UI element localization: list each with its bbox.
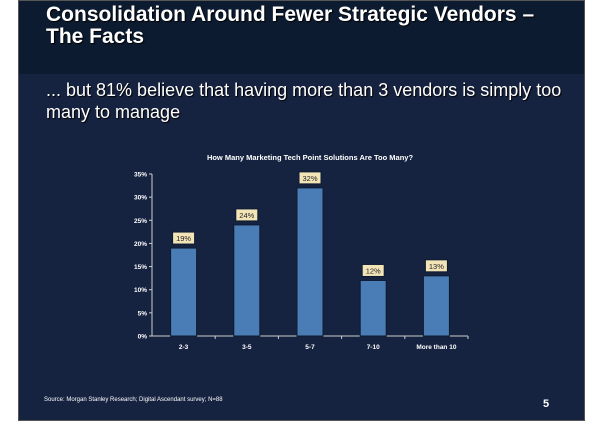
bar <box>170 247 198 337</box>
y-tick-label: 0% <box>138 334 148 341</box>
bar <box>359 279 387 337</box>
y-tick-label: 30% <box>134 195 147 202</box>
data-label: 13% <box>429 262 444 271</box>
page-number: 5 <box>543 398 550 410</box>
data-label: 19% <box>176 234 191 243</box>
y-tick-label: 10% <box>134 287 147 294</box>
x-tick-label: 7-10 <box>367 344 380 351</box>
data-label: 24% <box>239 211 254 220</box>
chart-title: How Many Marketing Tech Point Solutions … <box>207 153 414 162</box>
source-note: Source: Morgan Stanley Research; Digital… <box>44 397 223 403</box>
bar <box>233 224 261 337</box>
data-label: 32% <box>302 174 317 183</box>
x-tick-label: More than 10 <box>416 344 456 351</box>
slide-title: Consolidation Around Fewer Strategic Ven… <box>46 3 535 48</box>
slide-subtitle: ... but 81% believe that having more tha… <box>46 80 562 122</box>
data-label-box <box>172 231 196 245</box>
data-label-box <box>424 259 448 273</box>
data-label: 12% <box>366 266 381 275</box>
y-tick-label: 15% <box>134 264 147 271</box>
bar <box>422 275 450 337</box>
x-tick-label: 3-5 <box>242 344 252 351</box>
data-label-box <box>298 171 322 185</box>
bar <box>296 187 324 337</box>
y-tick-label: 5% <box>138 310 148 317</box>
y-tick-label: 25% <box>134 218 147 225</box>
data-label-box <box>361 263 385 277</box>
y-tick-label: 35% <box>134 172 147 179</box>
y-tick-label: 20% <box>134 241 147 248</box>
slide-header <box>19 1 584 74</box>
x-tick-label: 2-3 <box>179 344 189 351</box>
slide: Consolidation Around Fewer Strategic Ven… <box>18 0 585 421</box>
data-label-box <box>235 208 259 222</box>
x-tick-label: 5-7 <box>305 344 315 351</box>
